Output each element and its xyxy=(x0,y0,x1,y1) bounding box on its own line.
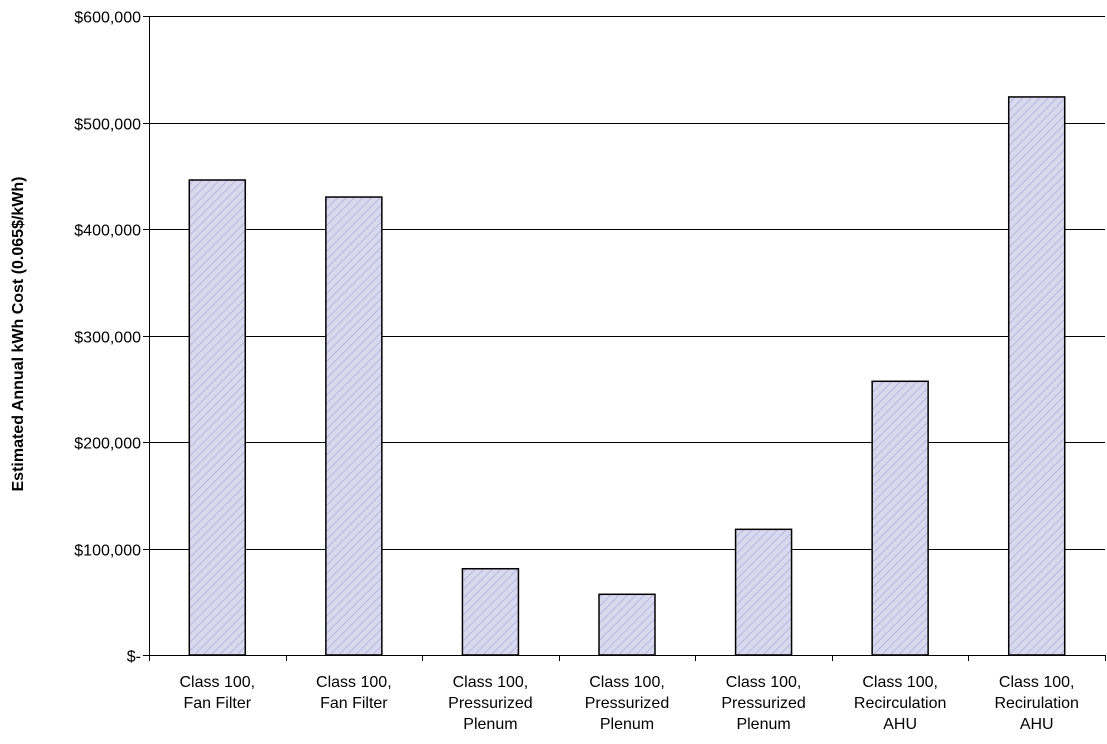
y-tick-label: $500,000 xyxy=(74,117,141,134)
x-category-label-line: Recirculation xyxy=(854,695,946,712)
x-category-label-line: Fan Filter xyxy=(320,695,388,712)
bar xyxy=(325,196,383,656)
bar xyxy=(461,567,520,656)
y-tick-label: $- xyxy=(127,649,141,666)
bar xyxy=(1007,96,1066,656)
y-tick-labels: $- $100,000 $200,000 $300,000 $400,000 $500,0… xyxy=(74,10,141,666)
x-category-label-line: AHU xyxy=(1020,716,1054,733)
x-category-label: Class 100, Fan Filter xyxy=(179,674,255,712)
x-category-labels: Class 100, Fan Filter Class 100, Fan Filter… xyxy=(179,674,1078,733)
x-category-label-line: AHU xyxy=(883,716,917,733)
y-tick-label: $400,000 xyxy=(74,223,141,240)
x-category-label-line: Pressurized xyxy=(448,695,532,712)
x-category-label: Class 100, Fan Filter xyxy=(316,674,392,712)
x-category-label-line: Class 100, xyxy=(726,674,802,691)
x-category-label-line: Pressurized xyxy=(721,695,805,712)
x-category-label: Class 100, Pressurized Plenum xyxy=(721,674,805,733)
x-category-label-line: Recirulation xyxy=(994,695,1078,712)
x-category-label: Class 100, Pressurized Plenum xyxy=(585,674,669,733)
bar xyxy=(734,528,793,656)
y-tick-label: $100,000 xyxy=(74,543,141,560)
x-category-label: Class 100, Pressurized Plenum xyxy=(448,674,532,733)
y-tick-label: $300,000 xyxy=(74,330,141,347)
x-category-label-line: Class 100, xyxy=(453,674,529,691)
bar xyxy=(871,380,929,656)
y-tick-label: $200,000 xyxy=(74,436,141,453)
x-category-label-line: Plenum xyxy=(463,716,517,733)
x-category-label-line: Class 100, xyxy=(316,674,392,691)
x-category-label: Class 100, Recirculation AHU xyxy=(854,674,946,733)
x-category-label-line: Pressurized xyxy=(585,695,669,712)
x-category-label-line: Plenum xyxy=(600,716,654,733)
x-category-label-line: Class 100, xyxy=(999,674,1075,691)
x-category-label: Class 100, Recirulation AHU xyxy=(994,674,1078,733)
axes xyxy=(143,16,1106,661)
x-category-label-line: Plenum xyxy=(736,716,790,733)
y-tick-label: $600,000 xyxy=(74,10,141,27)
bar xyxy=(188,179,247,656)
x-category-label-line: Fan Filter xyxy=(183,695,251,712)
x-category-label-line: Class 100, xyxy=(589,674,665,691)
gridlines xyxy=(149,16,1105,550)
x-category-label-line: Class 100, xyxy=(179,674,255,691)
y-axis-title: Estimated Annual kWh Cost (0.065$/kWh) xyxy=(10,176,27,491)
x-category-label-line: Class 100, xyxy=(862,674,938,691)
bars xyxy=(188,96,1066,656)
bar xyxy=(598,593,656,656)
